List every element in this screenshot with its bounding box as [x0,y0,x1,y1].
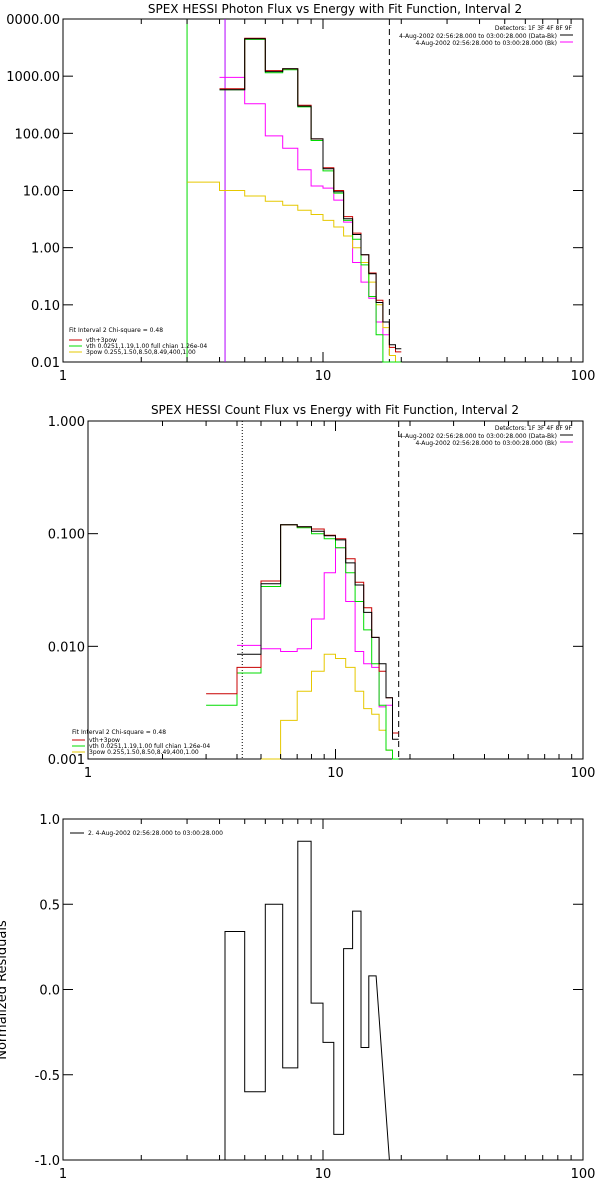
y-tick-label: 0000.00 [6,13,60,28]
series-bk-line [219,76,390,336]
residuals-x-ticks: 1 10 100 [59,819,596,1182]
x-tick-label: 100 [571,766,596,781]
series-bk-line [237,547,393,708]
photon-panel-title: SPEX HESSI Photon Flux vs Energy with Fi… [148,2,522,16]
residuals-plot-frame [62,818,584,1161]
count-legend-vth3pow: vth+3pow [89,737,120,744]
x-tick-label: 1 [59,1167,67,1182]
y-tick-label: 0.0 [39,984,60,999]
photon-legend-detectors: Detectors: 1F 3F 4F 8F 9F [495,25,573,32]
y-tick-label: 0.001 [48,753,85,768]
photon-legend-vth: vth 0.0251,1.19,1.00 full chian 1.26e-04 [86,343,207,350]
count-legend-topright: Detectors: 1F 3F 4F 8F 9F 4-Aug-2002 02:… [399,425,573,447]
y-tick-label: 1.00 [31,242,60,257]
y-tick-label: 1.0 [39,813,60,828]
x-tick-label: 100 [571,369,596,384]
count-y-ticks: 0.001 0.010 0.100 1.000 [48,415,583,768]
series-data-bk-line [237,524,399,740]
photon-x-ticks: 1 10 100 [59,19,596,384]
y-tick-label: 10.00 [23,185,60,200]
series-3pow-line [261,653,393,760]
y-tick-label: 0.01 [31,356,60,371]
count-legend-bottomleft: Fit Interval 2 Chi-square = 0.48 vth+3po… [72,729,210,756]
count-plot-frame [87,420,584,760]
residuals-legend: 2. 4-Aug-2002 02:56:28.000 to 03:00:28.0… [88,830,223,837]
y-tick-label: 100.00 [15,127,61,142]
count-panel-title: SPEX HESSI Count Flux vs Energy with Fit… [151,403,519,417]
y-tick-label: 0.10 [31,299,60,314]
x-tick-label: 10 [327,766,344,781]
y-tick-label: 0.5 [39,898,60,913]
x-tick-label: 10 [315,369,332,384]
series-vth-line [219,38,402,363]
count-x-ticks: 1 10 100 [84,421,596,781]
photon-legend-fit: Fit Interval 2 Chi-square = 0.48 [69,327,163,334]
photon-plot-frame [62,18,584,363]
count-flux-panel: SPEX HESSI Count Flux vs Energy with Fit… [48,403,596,781]
residuals-series [224,840,390,1161]
photon-legend-bottomleft: Fit Interval 2 Chi-square = 0.48 vth+3po… [69,327,207,356]
x-tick-label: 1 [84,766,92,781]
photon-series [186,19,402,363]
y-tick-label: 0.010 [48,640,85,655]
photon-y-ticks: 0.01 0.10 1.00 10.00 100.00 1000.00 0000.00 [6,13,583,371]
y-tick-label: 0.100 [48,528,85,543]
photon-legend-databk: 4-Aug-2002 02:56:28.000 to 03:00:28.000 … [399,33,557,40]
photon-legend-topright: Detectors: 1F 3F 4F 8F 9F 4-Aug-2002 02:… [399,25,573,47]
photon-flux-panel: SPEX HESSI Photon Flux vs Energy with Fi… [6,2,595,384]
series-vth-line [206,524,399,760]
residuals-y-ticks: -1.0 -0.5 0.0 0.5 1.0 [35,813,583,1169]
series-data-bk-line [219,38,402,350]
y-tick-label: -0.5 [35,1069,60,1084]
series-vth-3pow-line [219,37,402,353]
residuals-panel: Normalized Residuals -1.0 -0.5 0.0 0.5 1.0 1… [0,813,595,1182]
x-tick-label: 1 [59,369,67,384]
series-vth-3pow-line [206,524,399,734]
x-tick-label: 100 [571,1167,596,1182]
count-legend-3pow: 3pow 0.255,1.50,8.50,8.49,400,1.00 [89,749,199,756]
count-legend-vth: vth 0.0251,1.19,1.00 full chian 1.26e-04 [89,743,210,750]
count-legend-bk: 4-Aug-2002 02:56:28.000 to 03:00:28.000 … [415,440,557,447]
photon-legend-bk: 4-Aug-2002 02:56:28.000 to 03:00:28.000 … [415,40,557,47]
photon-legend-vth3pow: vth+3pow [86,337,117,344]
count-legend-databk: 4-Aug-2002 02:56:28.000 to 03:00:28.000 … [399,433,557,440]
count-series [206,421,400,760]
residuals-ylabel: Normalized Residuals [0,920,10,1060]
y-tick-label: -1.0 [35,1154,60,1169]
count-legend-fit: Fit Interval 2 Chi-square = 0.48 [72,729,166,736]
y-tick-label: 1000.00 [6,70,60,85]
x-tick-label: 10 [315,1167,332,1182]
residuals-line [224,840,390,1161]
count-legend-detectors: Detectors: 1F 3F 4F 8F 9F [495,425,573,432]
y-tick-label: 1.000 [48,415,85,430]
photon-legend-3pow: 3pow 0.255,1.50,8.50,8.49,400,1.00 [86,349,196,356]
